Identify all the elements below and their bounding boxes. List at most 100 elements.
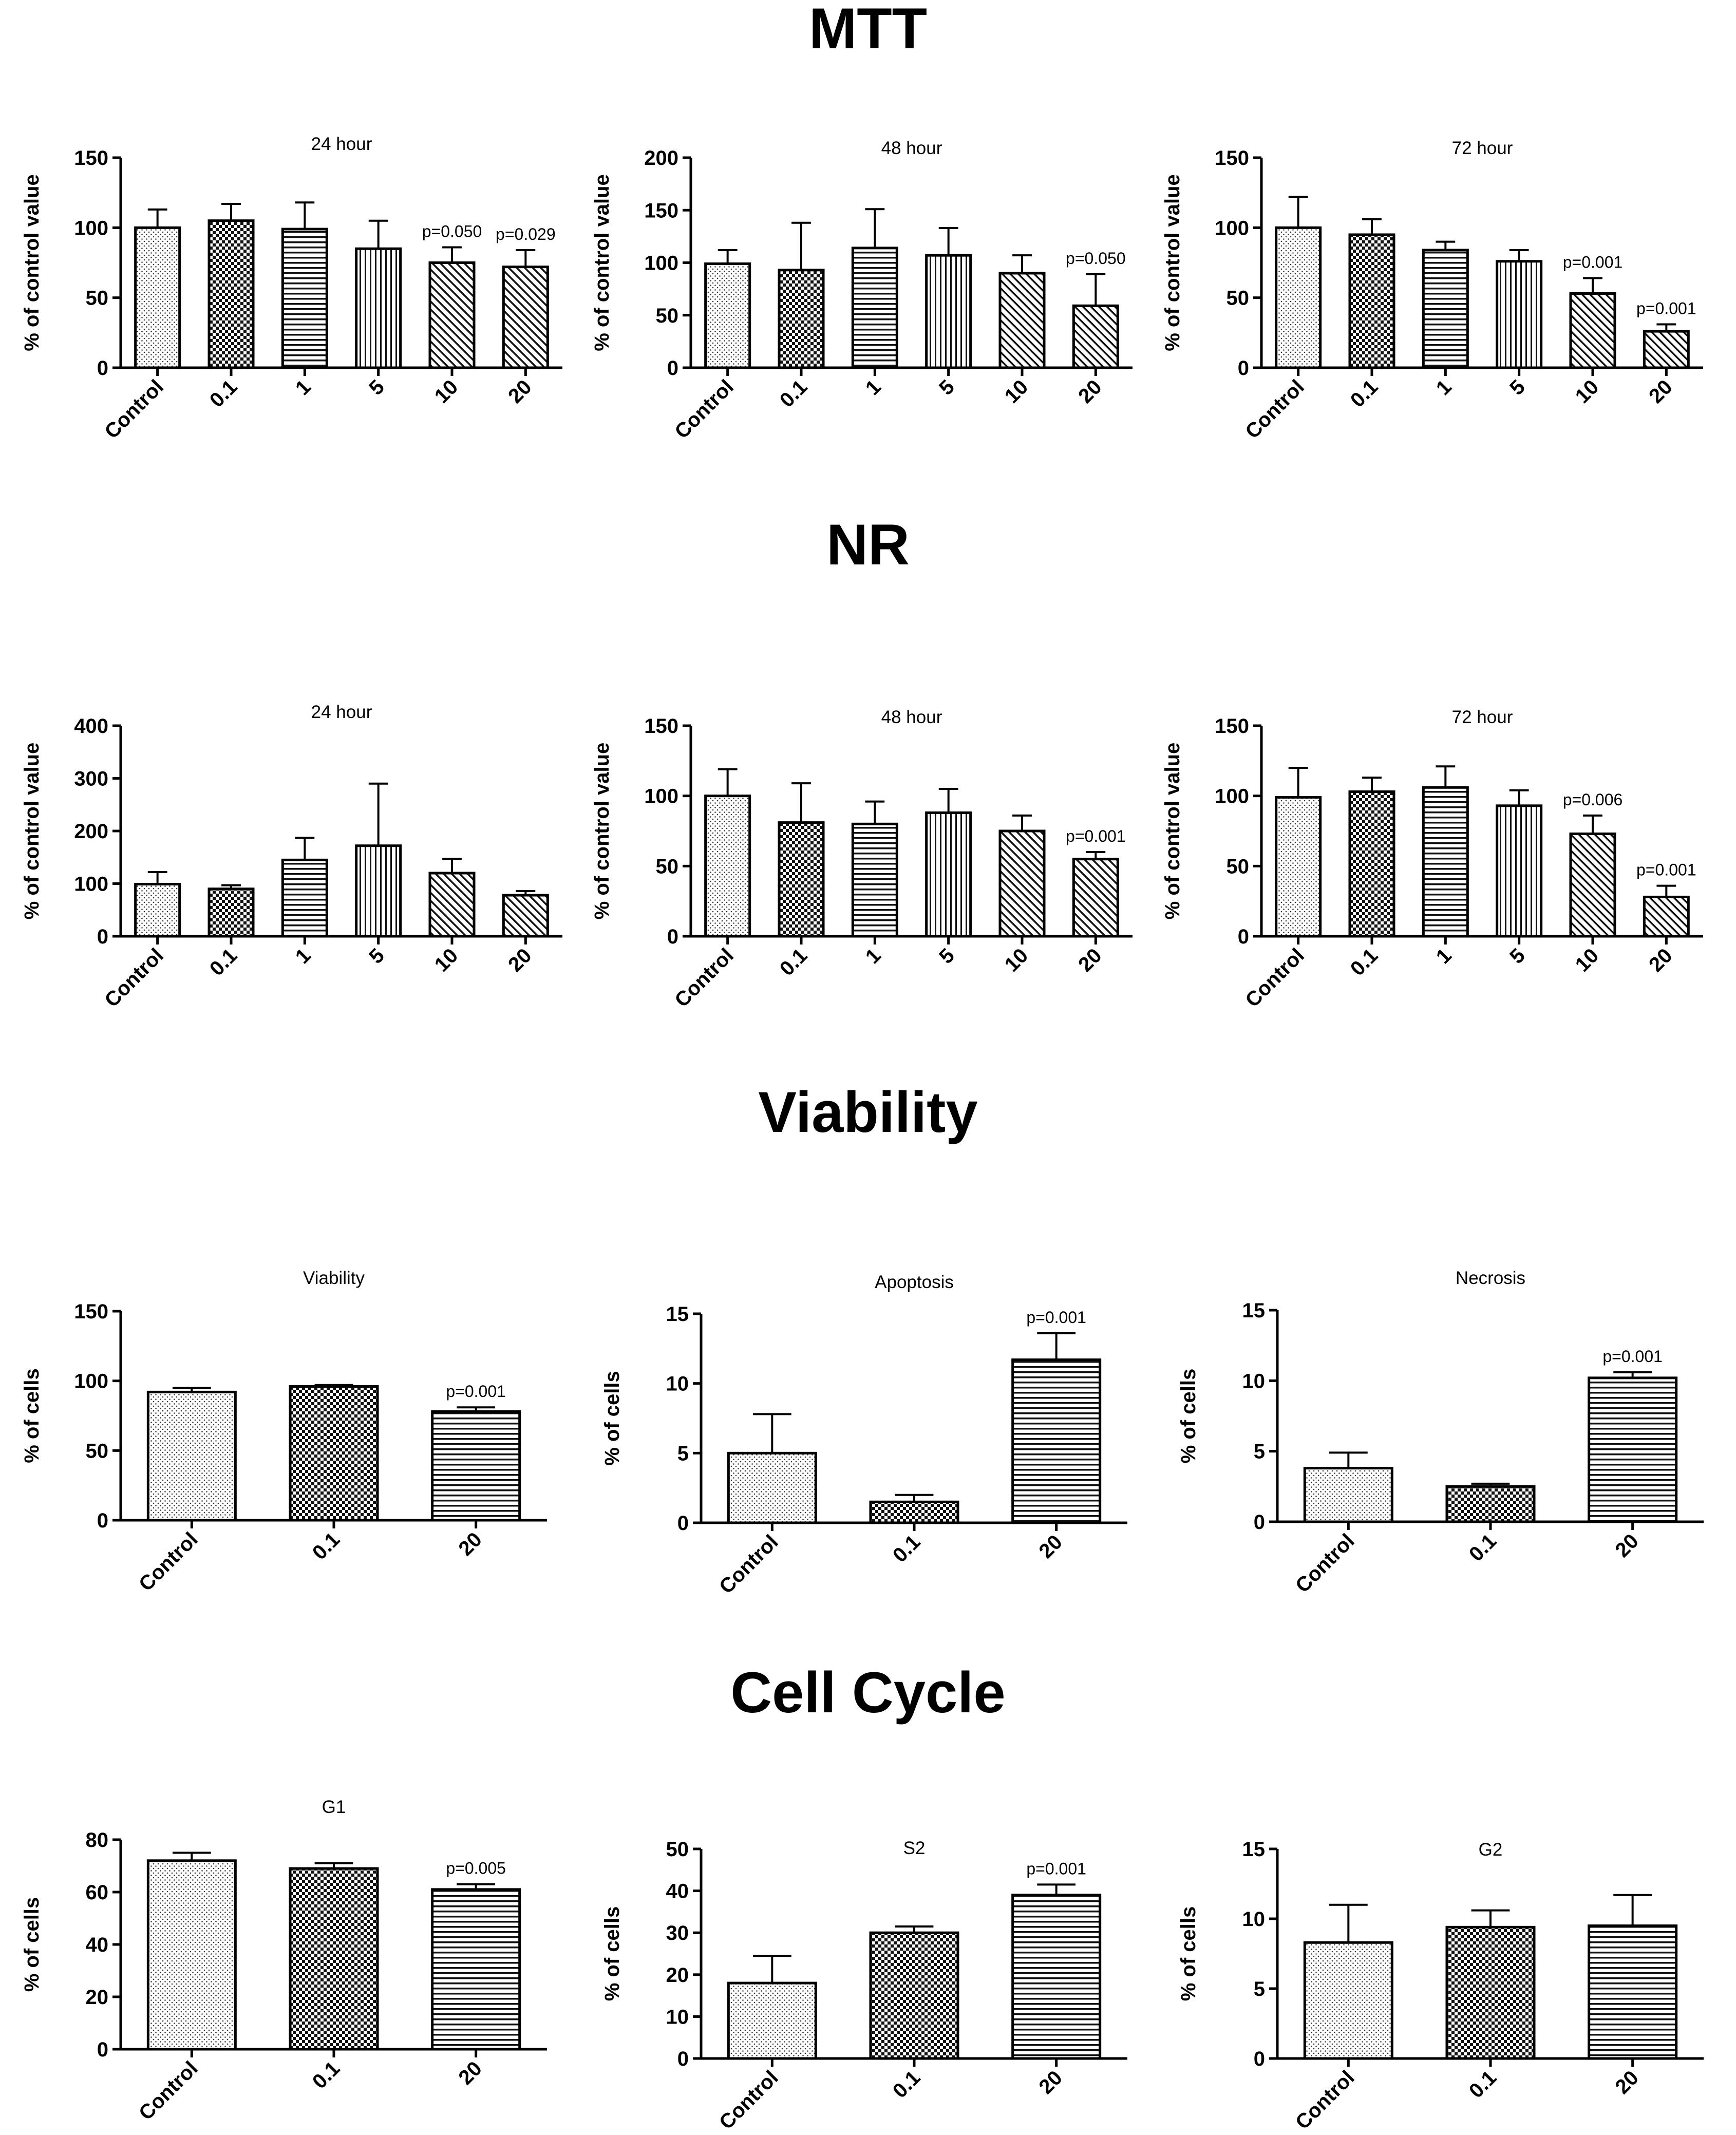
p-value-label: p=0.001 <box>1602 1347 1663 1366</box>
category-label: 20 <box>1074 375 1106 408</box>
chart-nr-72: 72 hour % of control value 0 50 100 150 Contro… <box>1161 707 1703 1012</box>
y-tick-label: 50 <box>86 1440 109 1462</box>
category-label: 1 <box>861 375 885 400</box>
category-label: 0.1 <box>776 944 812 980</box>
y-axis-title: % of control value <box>591 174 613 351</box>
category-label: 10 <box>1571 944 1603 976</box>
plot-title: 24 hour <box>311 702 372 722</box>
y-axis-title: % of control value <box>1161 174 1184 351</box>
plot-title: 24 hour <box>311 134 372 154</box>
bar <box>355 844 402 938</box>
y-tick-label: 0 <box>667 357 678 380</box>
y-tick-label: 150 <box>74 1300 108 1323</box>
plot-title: Apoptosis <box>875 1272 954 1292</box>
y-axis-title: % of control value <box>21 174 43 351</box>
y-tick-label: 15 <box>1242 1838 1266 1861</box>
bar <box>1011 1894 1102 2060</box>
category-label: 0.1 <box>1465 2066 1501 2102</box>
bar <box>998 272 1046 369</box>
y-tick-label: 10 <box>1242 1370 1266 1392</box>
bar <box>727 1981 817 2060</box>
y-tick-label: 50 <box>666 1838 689 1861</box>
p-value-label: p=0.001 <box>1066 827 1126 845</box>
plot-title: G1 <box>322 1797 346 1817</box>
chart-via-necrosis: Necrosis % of cells 0 5 10 15 Control 0.1 20 p=0.… <box>1177 1268 1704 1597</box>
category-label: 20 <box>1611 2066 1643 2099</box>
bar <box>727 1451 817 1524</box>
plot-title: Viability <box>303 1268 365 1288</box>
bar <box>1275 226 1322 369</box>
bar <box>502 894 549 938</box>
y-axis-title: % of cells <box>21 1897 43 1992</box>
category-label: 0.1 <box>1346 375 1382 411</box>
y-axis-title: % of control value <box>1161 743 1184 920</box>
y-tick-label: 0 <box>97 925 108 948</box>
bar <box>1275 796 1322 938</box>
bar <box>704 262 751 369</box>
y-tick-label: 100 <box>74 1370 108 1393</box>
y-tick-label: 100 <box>74 217 108 239</box>
bar <box>431 1410 521 1522</box>
category-label: 0.1 <box>776 375 812 411</box>
category-label: 0.1 <box>308 1528 344 1564</box>
section-title-viability: Viability <box>758 1080 978 1144</box>
category-label: 5 <box>935 944 959 968</box>
category-label: 5 <box>935 375 959 400</box>
category-label: 0.1 <box>889 1531 924 1566</box>
category-label: Control <box>715 1531 783 1598</box>
plot-title: S2 <box>903 1838 926 1858</box>
y-tick-label: 20 <box>86 1986 109 2009</box>
bar <box>869 1931 959 2060</box>
category-label: 5 <box>1505 375 1530 400</box>
category-label: 1 <box>861 944 885 968</box>
category-label: 20 <box>1645 944 1677 976</box>
y-tick-label: 200 <box>644 147 678 169</box>
p-value-label: p=0.001 <box>1563 253 1623 271</box>
bar <box>207 887 255 938</box>
category-label: Control <box>670 944 738 1012</box>
bar <box>1569 832 1616 938</box>
y-tick-label: 100 <box>1215 785 1249 808</box>
y-tick-label: 150 <box>644 199 678 222</box>
bar <box>778 269 825 369</box>
category-label: 5 <box>365 375 389 400</box>
y-axis-title: % of cells <box>601 1906 624 2001</box>
category-label: 20 <box>1034 2066 1067 2099</box>
y-tick-label: 50 <box>1226 855 1250 878</box>
p-value-label: p=0.006 <box>1563 790 1623 809</box>
category-label: Control <box>100 375 168 443</box>
y-tick-label: 100 <box>74 873 108 896</box>
category-label: 1 <box>1432 375 1456 400</box>
chart-mtt-24: 24 hour % of control value 0 50 100 150 Contro… <box>21 134 562 443</box>
bar <box>207 219 255 369</box>
section-title-mtt: MTT <box>808 0 928 61</box>
bar <box>1422 786 1469 938</box>
bar <box>1011 1358 1102 1524</box>
category-label: Control <box>135 1528 202 1596</box>
y-tick-label: 100 <box>1215 217 1249 239</box>
bar <box>869 1500 959 1524</box>
y-tick-label: 200 <box>74 820 108 843</box>
bar <box>134 226 181 369</box>
bar <box>1588 1376 1678 1523</box>
category-label: 10 <box>1571 375 1603 408</box>
y-tick-label: 400 <box>74 715 108 738</box>
p-value-label: p=0.001 <box>1636 299 1696 317</box>
category-label: 0.1 <box>205 944 241 980</box>
category-label: 5 <box>365 944 389 968</box>
bar <box>281 228 328 369</box>
y-tick-label: 30 <box>666 1922 689 1944</box>
category-label: Control <box>1291 1529 1359 1597</box>
y-tick-label: 0 <box>97 1509 108 1532</box>
bar <box>1643 895 1690 938</box>
y-tick-label: 100 <box>644 252 678 275</box>
category-label: Control <box>670 375 738 443</box>
category-label: 20 <box>454 2057 486 2089</box>
category-label: 20 <box>1645 375 1677 408</box>
category-label: Control <box>135 2057 202 2125</box>
p-value-label: p=0.005 <box>446 1859 506 1878</box>
y-tick-label: 50 <box>656 305 679 327</box>
bar <box>851 247 898 369</box>
y-tick-label: 40 <box>86 1934 109 1956</box>
y-tick-label: 0 <box>97 357 108 380</box>
